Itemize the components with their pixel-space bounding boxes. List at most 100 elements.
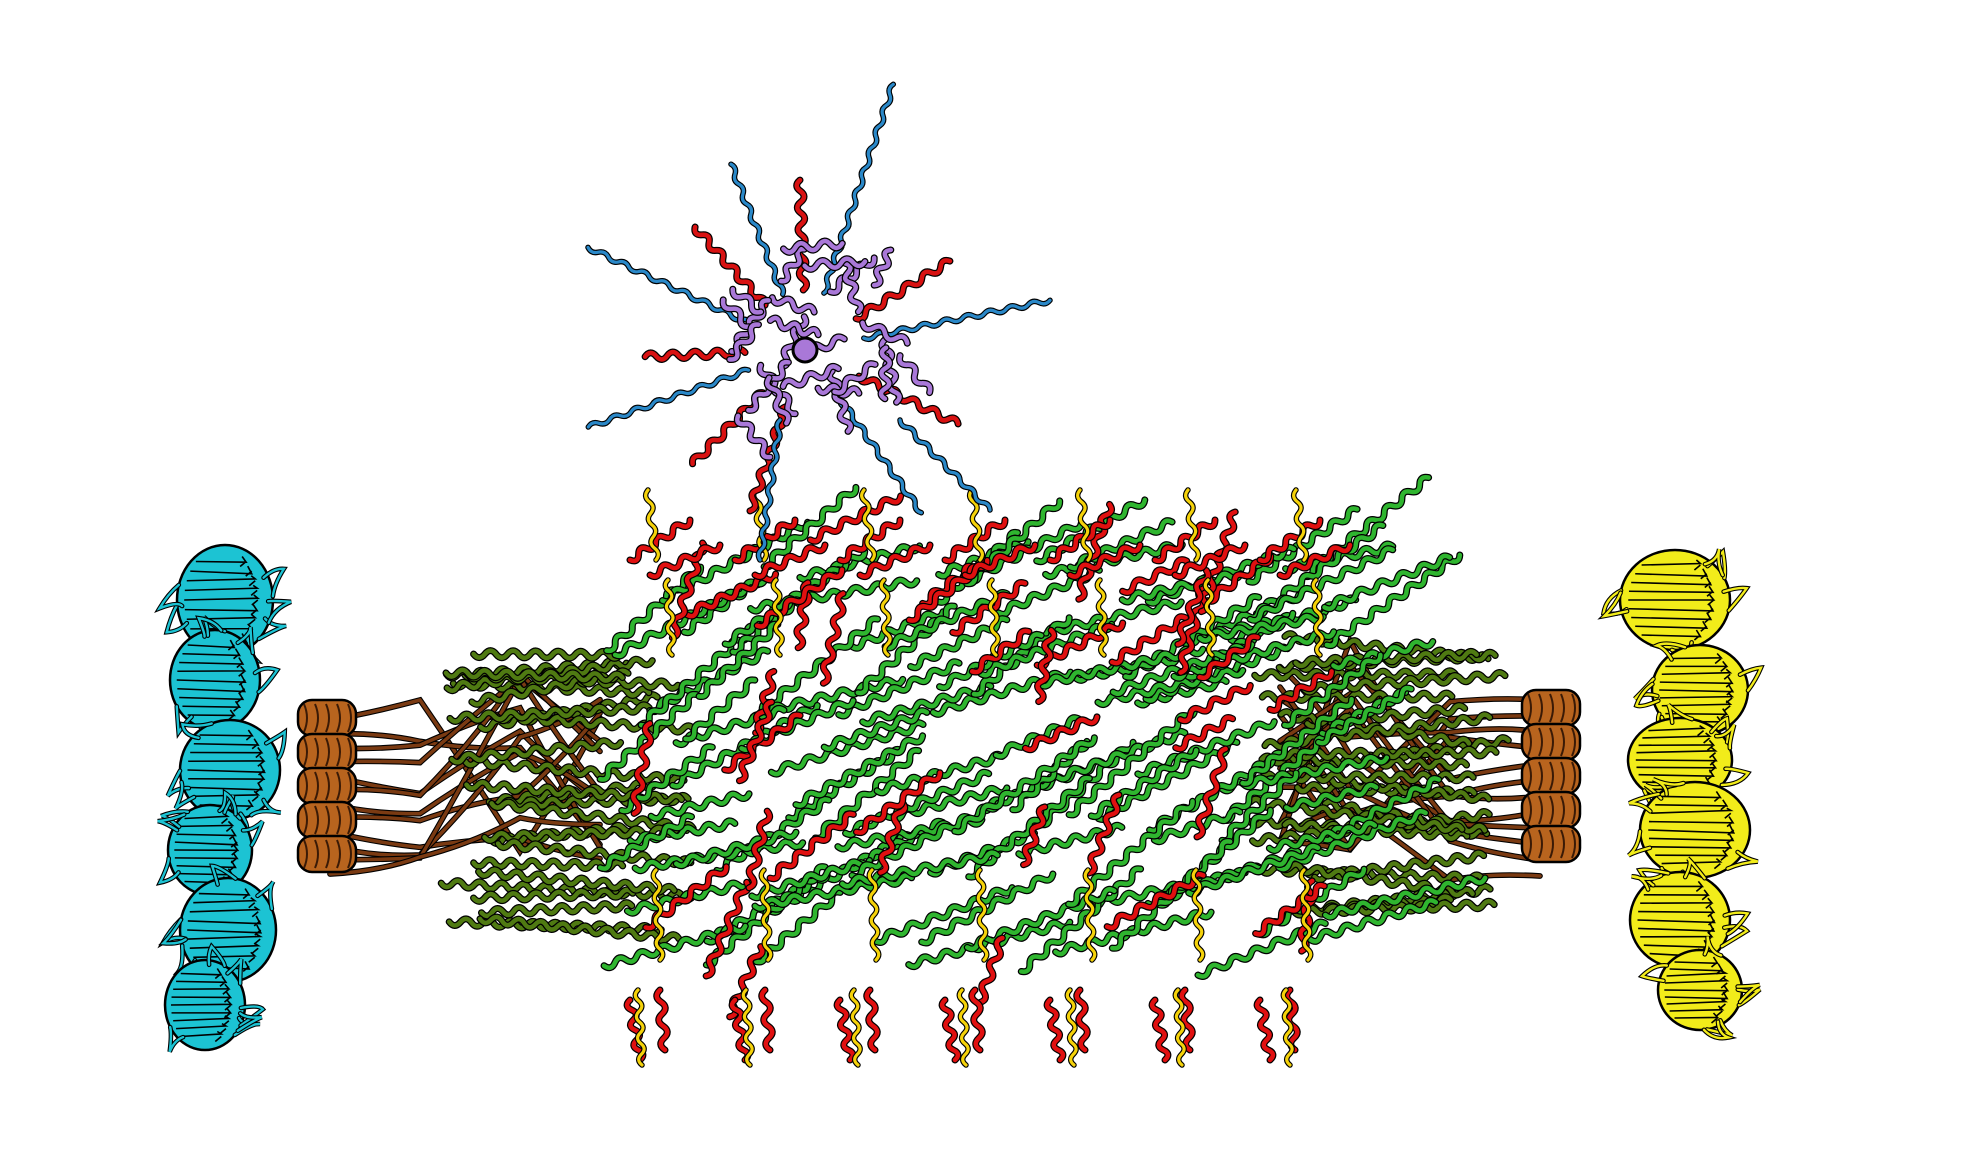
yellow-beta-domain xyxy=(1652,778,1685,796)
cyan-beta-domain xyxy=(187,924,263,936)
red-helix xyxy=(962,542,1038,579)
linker-strand xyxy=(1278,804,1542,882)
red-helix xyxy=(759,987,775,1053)
yellow-beta-domain xyxy=(1635,754,1718,766)
top-purple-hub xyxy=(719,237,934,461)
left-ring-segment xyxy=(303,771,308,801)
cyan-beta-domain xyxy=(175,705,193,736)
yellow-beta-domain xyxy=(1715,723,1736,750)
cyan-beta-domain xyxy=(193,897,258,909)
red-helix xyxy=(1179,987,1195,1053)
cyan-beta-domain xyxy=(182,700,242,712)
yellow-helix xyxy=(879,578,892,657)
red-arm-helix xyxy=(853,258,953,322)
red-helix xyxy=(854,770,943,835)
cyan-beta-domain xyxy=(176,860,237,872)
core-yellow-helices xyxy=(632,487,1325,1068)
cyan-beta-domain xyxy=(180,1030,224,1043)
yellow-beta-domain xyxy=(1736,983,1761,1004)
cyan-beta-domain xyxy=(176,1022,229,1035)
red-helix xyxy=(939,997,961,1063)
outer-helix xyxy=(447,702,652,724)
red-helix xyxy=(627,517,693,564)
core-helix xyxy=(1276,809,1428,872)
cyan-beta-domain xyxy=(157,813,186,832)
yellow-beta-domain xyxy=(1631,577,1713,589)
core-helix xyxy=(648,791,752,821)
yellow-beta-domain xyxy=(1627,829,1652,857)
left-ring-segment xyxy=(336,839,341,869)
yellow-beta-domain xyxy=(1665,660,1729,672)
red-helix xyxy=(1254,997,1276,1063)
red-helix xyxy=(1044,997,1066,1063)
yellow-helix xyxy=(975,868,989,962)
linker-strand xyxy=(328,711,602,823)
red-helix xyxy=(969,628,1032,675)
red-helix xyxy=(767,811,856,881)
yellow-beta-domain xyxy=(1635,568,1709,580)
yellow-beta-domain xyxy=(1628,603,1715,615)
red-helix xyxy=(1120,557,1189,595)
cyan-beta-domain xyxy=(262,567,286,598)
left-ring-segment xyxy=(347,839,352,869)
cyan-beta-domain xyxy=(226,958,243,985)
outer-helix xyxy=(1292,899,1497,918)
core-helix xyxy=(1282,652,1383,728)
cyan-beta-domain xyxy=(239,1005,265,1027)
right-ring-segment xyxy=(1549,795,1554,825)
cyan-beta-domain xyxy=(184,594,261,606)
outer-helix xyxy=(482,824,689,843)
blue-arm-helix xyxy=(898,418,992,512)
red-helix xyxy=(808,493,903,544)
red-helix xyxy=(752,542,828,579)
cyan-beta-domain xyxy=(196,616,223,638)
core-helix xyxy=(882,590,1010,651)
cyan-beta-domain xyxy=(179,657,245,669)
red-helix xyxy=(857,542,933,579)
purple-hub-helix xyxy=(764,375,791,426)
purple-hub-helix xyxy=(727,322,761,362)
red-helix xyxy=(1086,792,1122,876)
cyan-beta-domain xyxy=(181,722,213,740)
left-ring-segment xyxy=(336,737,341,767)
red-arm-helix xyxy=(692,224,768,308)
red-helix xyxy=(969,987,985,1053)
core-helix xyxy=(919,871,1056,946)
right-ring-segment xyxy=(1560,761,1565,791)
cyan-beta-domain xyxy=(176,828,237,840)
core-helix xyxy=(821,708,930,752)
cyan-beta-domain xyxy=(190,782,264,794)
red-helix xyxy=(1104,871,1206,931)
cyan-beta-domain xyxy=(182,648,241,660)
cyan-beta-domain xyxy=(253,667,280,694)
yellow-helix xyxy=(651,868,665,962)
yellow-beta-domain xyxy=(1659,676,1734,688)
yellow-beta-domain xyxy=(1723,911,1750,936)
cyan-beta-domain xyxy=(174,780,196,810)
yellow-beta-domain xyxy=(1738,666,1763,692)
right-ring-segment xyxy=(1538,727,1543,757)
yellow-beta-domain xyxy=(1651,841,1733,853)
yellow-helix xyxy=(849,988,862,1067)
yellow-beta-domain xyxy=(1722,586,1749,612)
cyan-beta-domain xyxy=(186,575,258,587)
cyan-beta-domain xyxy=(190,565,254,577)
outer-helix xyxy=(471,887,635,904)
right-ring-segment xyxy=(1549,829,1554,859)
outer-helix xyxy=(462,756,687,785)
yellow-beta-domain xyxy=(1642,732,1712,744)
blue-arm-helix xyxy=(838,397,923,515)
core-helix xyxy=(1247,546,1395,623)
red-helix xyxy=(1194,746,1228,840)
core-helix xyxy=(1267,820,1378,853)
core-helix xyxy=(1089,748,1199,819)
right-ring-segment xyxy=(1538,829,1543,859)
yellow-helix xyxy=(644,488,660,562)
outer-helix xyxy=(479,900,635,919)
cyan-beta-domain xyxy=(174,844,240,856)
red-helix xyxy=(1267,669,1334,713)
core-helix xyxy=(1171,629,1336,681)
red-helix xyxy=(1277,542,1353,579)
yellow-beta-domain xyxy=(1661,700,1733,712)
